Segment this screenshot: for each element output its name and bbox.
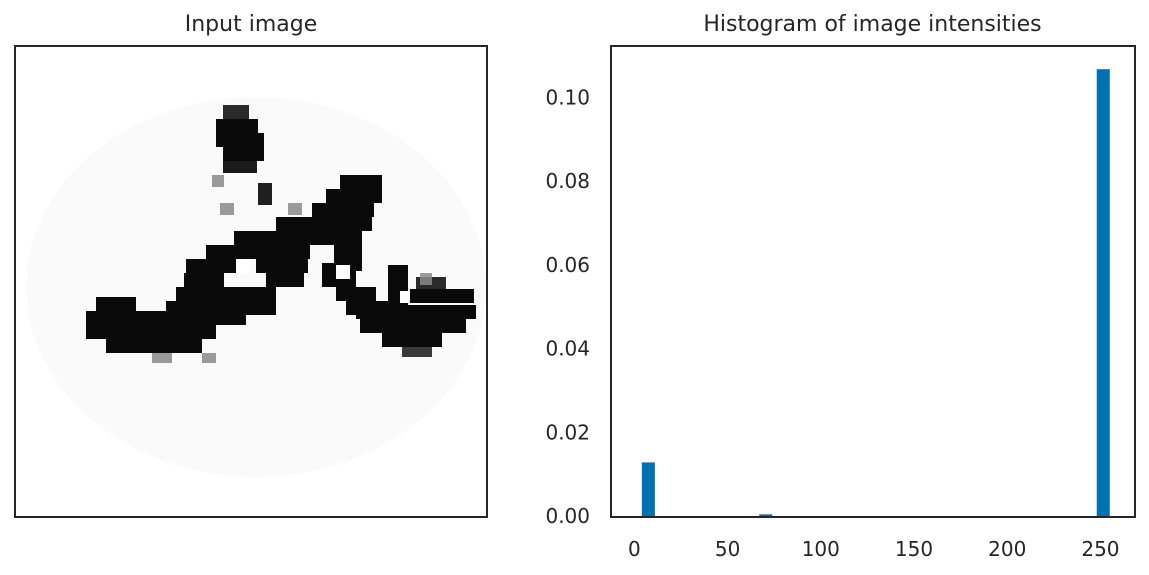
histogram-bar-1 [759,514,773,516]
x-tick-label: 150 [895,537,933,561]
input-image-frame [14,45,488,518]
histogram-frame [610,45,1136,518]
x-tick-label: 100 [802,537,840,561]
x-tick-label: 250 [1081,537,1119,561]
x-tick-label: 50 [715,537,740,561]
x-tick-label: 200 [988,537,1026,561]
handwritten-glyph [86,105,476,357]
y-tick-label: 0.00 [545,504,590,528]
x-tick-label: 0 [628,537,641,561]
y-tick-label: 0.04 [545,337,590,361]
image-panel-title: Input image [184,12,318,37]
y-tick-label: 0.06 [545,253,590,277]
histogram-bar-0 [641,462,655,516]
input-image [16,47,486,516]
y-tick-label: 0.10 [545,85,590,109]
y-tick-label: 0.02 [545,420,590,444]
histogram-bar-2 [1096,69,1110,516]
y-tick-label: 0.08 [545,169,590,193]
histogram-title: Histogram of image intensities [703,12,1042,37]
